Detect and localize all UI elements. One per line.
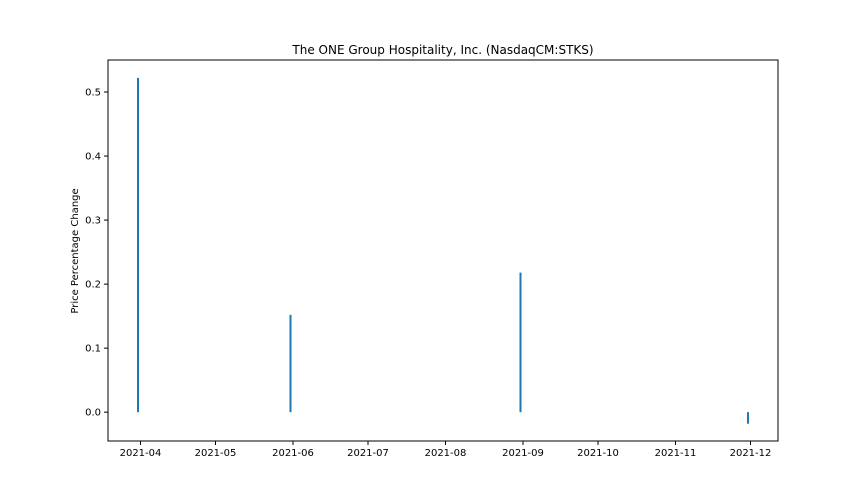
y-tick-label-5: 0.5 <box>85 88 101 99</box>
y-tick-label-4: 0.4 <box>85 152 101 163</box>
x-tick-label-1: 2021-05 <box>195 448 237 459</box>
y-tick-label-0: 0.0 <box>85 408 101 419</box>
x-tick-label-4: 2021-08 <box>425 448 467 459</box>
bars <box>137 77 749 424</box>
x-tick-label-6: 2021-10 <box>577 448 619 459</box>
x-axis-ticks: 2021-04 2021-05 2021-06 2021-07 2021-08 2021-… <box>120 441 772 459</box>
bar-2 <box>519 272 522 413</box>
y-axis-label: Price Percentage Change <box>70 188 81 313</box>
plot-frame <box>107 59 779 442</box>
x-tick-label-7: 2021-11 <box>655 448 697 459</box>
bar-3 <box>747 412 749 424</box>
bar-0 <box>137 77 139 413</box>
x-tick-label-5: 2021-09 <box>502 448 544 459</box>
y-tick-label-2: 0.2 <box>85 280 101 291</box>
bar-1 <box>289 314 292 413</box>
x-tick-label-8: 2021-12 <box>730 448 772 459</box>
y-axis-ticks: 0.0 0.1 0.2 0.3 0.4 0.5 <box>85 88 108 419</box>
y-tick-label-3: 0.3 <box>85 216 101 227</box>
x-tick-label-2: 2021-06 <box>272 448 314 459</box>
chart-title: The ONE Group Hospitality, Inc. (NasdaqC… <box>291 43 593 57</box>
y-tick-label-1: 0.1 <box>85 344 101 355</box>
x-tick-label-3: 2021-07 <box>347 448 389 459</box>
x-tick-label-0: 2021-04 <box>120 448 162 459</box>
